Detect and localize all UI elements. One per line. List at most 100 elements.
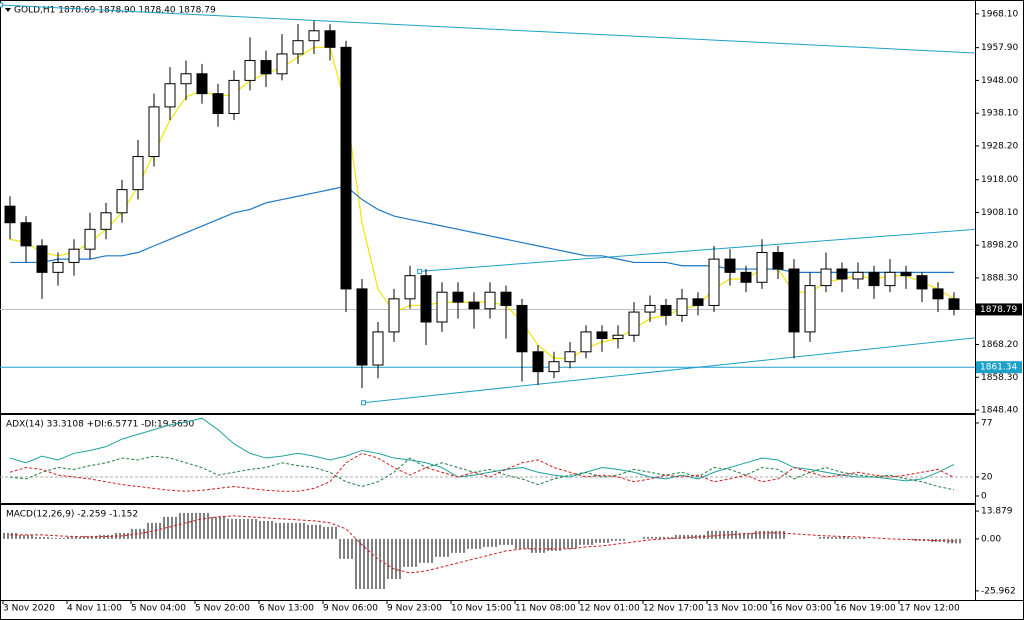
candle-body	[436, 291, 448, 323]
candle-body	[84, 228, 96, 250]
x-tick-label: 5 Nov 04:00	[131, 604, 186, 614]
y-tick-label: 1938.10	[981, 109, 1018, 119]
candle-body	[772, 251, 784, 270]
x-tick-label: 9 Nov 23:00	[387, 604, 442, 614]
candle-body	[324, 30, 336, 48]
trendline-anchor	[417, 268, 423, 274]
x-tick-label: 16 Nov 03:00	[771, 604, 832, 614]
candle-body	[196, 73, 208, 95]
panel-separator	[0, 503, 976, 505]
candle-body	[756, 251, 768, 283]
macd-title: MACD(12,26,9) -2.259 -1.152	[6, 510, 138, 520]
candle-body	[868, 271, 880, 287]
candle-body	[724, 258, 736, 273]
trendline	[363, 337, 975, 404]
candle-body	[212, 93, 224, 115]
candle-body	[852, 271, 864, 280]
hline-label: 1861.34	[980, 363, 1017, 373]
trendline	[419, 228, 975, 272]
candle-body	[100, 212, 112, 230]
candle-body	[228, 79, 240, 115]
y-tick-label: 13.879	[981, 507, 1013, 517]
candle-body	[260, 60, 272, 75]
x-tick-label: 9 Nov 06:00	[323, 604, 378, 614]
candle-body	[276, 53, 288, 75]
candle-body	[468, 301, 480, 310]
candle-body	[404, 275, 416, 300]
candle-body	[532, 351, 544, 373]
x-tick-label: 6 Nov 13:00	[259, 604, 314, 614]
candle-body	[452, 291, 464, 303]
candle-body	[740, 271, 752, 283]
candle-body	[884, 271, 896, 287]
candle-body	[372, 331, 384, 366]
candle-body	[660, 304, 672, 316]
signal-line	[10, 515, 955, 574]
y-tick-label: 1908.10	[981, 208, 1018, 218]
adx-title: ADX(14) 33.3108 +DI:6.5771 -DI:19.5650	[6, 420, 195, 430]
candle-body	[580, 331, 592, 353]
x-tick-label: 10 Nov 15:00	[451, 604, 512, 614]
candle-body	[292, 40, 304, 55]
candle-body	[36, 245, 48, 273]
candle-body	[676, 298, 688, 316]
price-plot	[0, 2, 975, 406]
y-tick-label: 77	[981, 418, 992, 428]
candle-body	[340, 46, 352, 290]
candle-body	[596, 331, 608, 340]
candle-body	[4, 205, 16, 224]
price-label: 1878.79	[980, 305, 1017, 315]
candle-body	[788, 268, 800, 333]
y-tick-label: 1928.20	[981, 141, 1018, 151]
candle-body	[132, 156, 144, 191]
candle-body	[644, 304, 656, 313]
candle-body	[244, 60, 256, 81]
candle-body	[116, 189, 128, 214]
y-tick-label: 0.00	[981, 534, 1001, 544]
panel-separator	[0, 413, 976, 415]
indicator-line	[9, 455, 955, 491]
x-tick-label: 12 Nov 17:00	[643, 604, 704, 614]
candle-body	[484, 291, 496, 310]
candle-body	[148, 106, 160, 158]
y-tick-label: 20	[981, 473, 993, 483]
x-tick-label: 13 Nov 10:00	[707, 604, 768, 614]
x-tick-label: 4 Nov 11:00	[67, 604, 122, 614]
y-tick-label: 1918.00	[981, 175, 1018, 185]
candle-body	[804, 285, 816, 333]
y-tick-label: 1957.90	[981, 43, 1018, 53]
candle-body	[52, 261, 64, 273]
x-tick-label: 3 Nov 2020	[3, 604, 55, 614]
candle-body	[164, 83, 176, 108]
x-tick-label: 5 Nov 20:00	[195, 604, 250, 614]
y-tick-label: 1898.20	[981, 241, 1018, 251]
candle-body	[916, 275, 928, 290]
y-tick-label: 1968.10	[981, 9, 1018, 19]
trendline	[0, 4, 975, 54]
candle-body	[68, 248, 80, 263]
candle-body	[628, 311, 640, 336]
y-tick-label: 1848.40	[981, 406, 1018, 416]
y-tick-label: 1868.20	[981, 340, 1018, 350]
candle-body	[836, 268, 848, 280]
candle-body	[20, 222, 32, 247]
candle-body	[900, 271, 912, 277]
candle-body	[692, 298, 704, 306]
candle-body	[948, 298, 960, 310]
indicator-line	[9, 452, 955, 492]
candle-body	[516, 304, 528, 353]
trendline-anchor	[0, 2, 3, 8]
y-tick-label: -25.962	[981, 586, 1016, 596]
menu-triangle[interactable]	[5, 8, 11, 12]
candle-body	[388, 298, 400, 333]
candle-body	[420, 275, 432, 323]
y-tick-label: 1858.30	[981, 373, 1018, 383]
candle-body	[500, 291, 512, 306]
y-tick-label: 1888.30	[981, 273, 1018, 283]
price-label-bg	[976, 303, 1022, 316]
x-tick-label: 17 Nov 12:00	[899, 604, 960, 614]
candle-body	[548, 361, 560, 373]
candle-body	[708, 258, 720, 306]
